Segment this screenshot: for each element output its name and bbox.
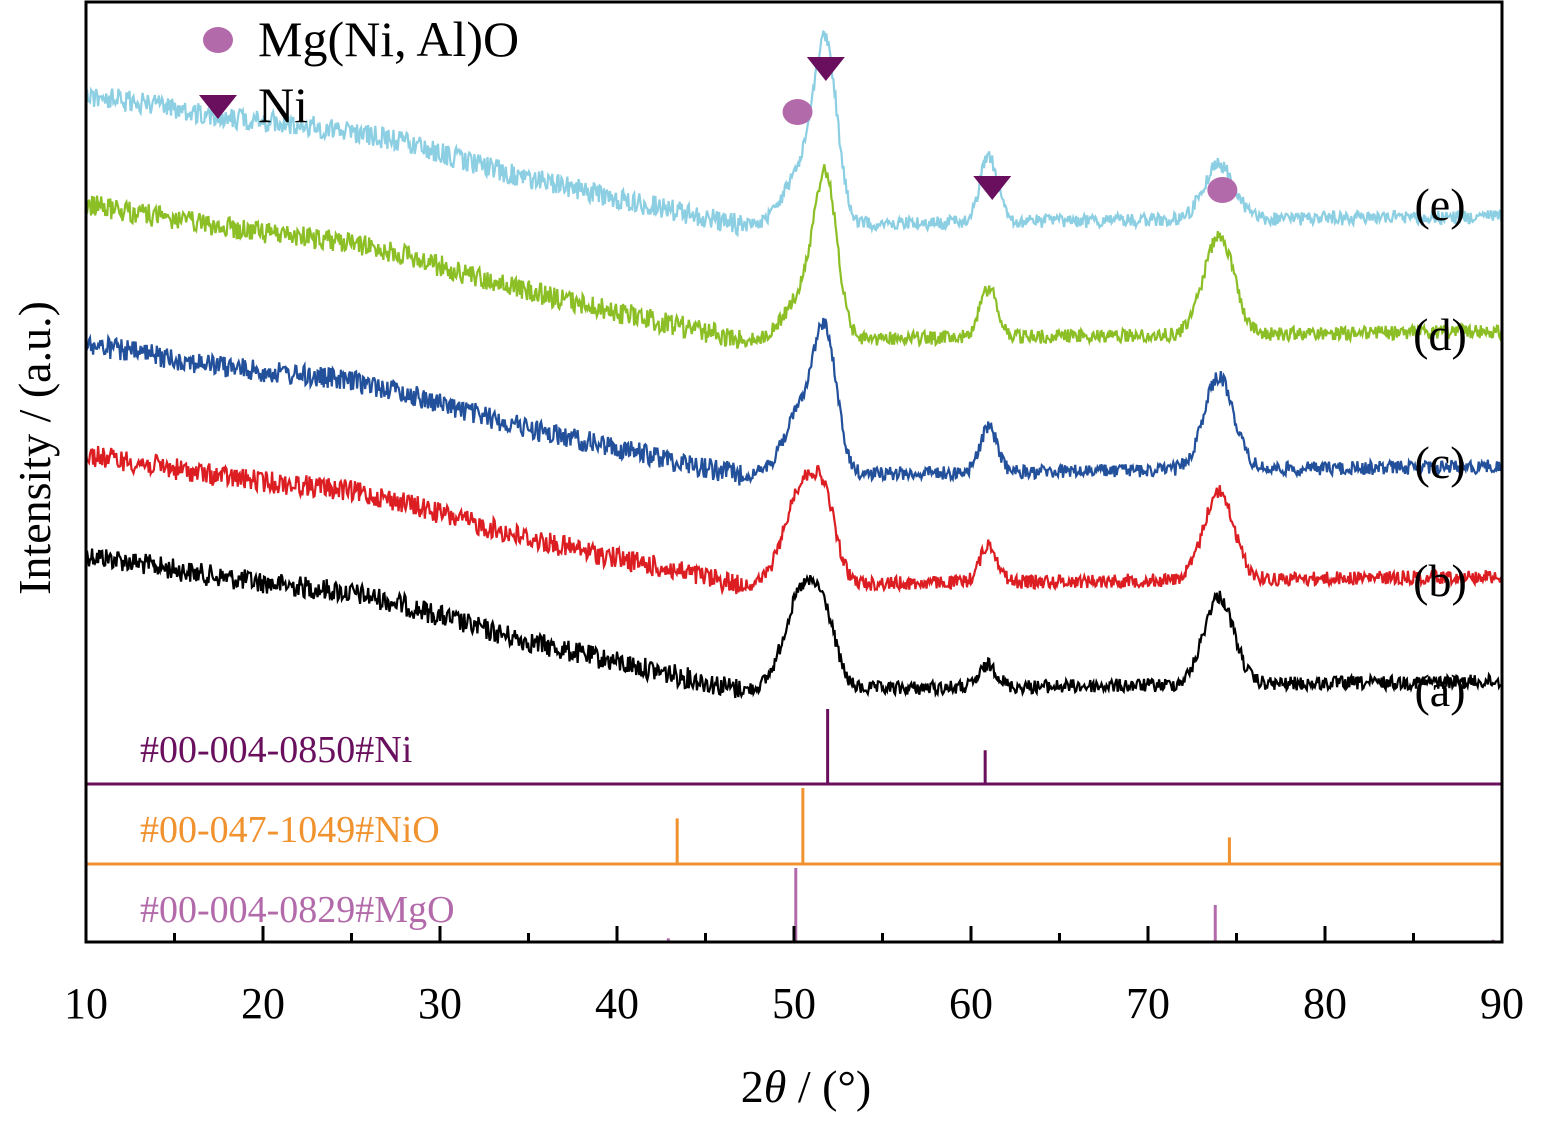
series-line (85, 317, 1504, 486)
y-axis-label: Intensity / (a.u.) (9, 301, 60, 595)
peak-markers-layer (782, 57, 1238, 203)
reference-label: #00-004-0829#MgO (140, 889, 455, 931)
series-label: (e) (1414, 179, 1465, 230)
series-label: (b) (1413, 555, 1467, 606)
x-axis: 10 20 30 40 50 60 70 80 90 (64, 926, 1524, 1028)
x-tick-label: 60 (949, 979, 993, 1028)
series-label: (c) (1414, 437, 1465, 488)
plot-frame (84, 0, 1504, 944)
series-line (84, 29, 1504, 238)
series-line (84, 446, 1503, 596)
legend-triangle-icon (199, 95, 237, 119)
x-axis-label: 2θ / (°) (741, 1061, 871, 1112)
circle-marker-icon (1207, 177, 1238, 203)
legend-circle-icon (203, 27, 233, 53)
legend: Mg(Ni, Al)O Ni (199, 11, 519, 133)
series-label: (d) (1413, 309, 1467, 360)
reference-label: #00-004-0850#Ni (140, 729, 412, 771)
x-tick-label: 50 (772, 979, 816, 1028)
circle-marker-icon (782, 99, 813, 125)
x-tick-label: 20 (241, 979, 285, 1028)
x-tick-label: 40 (595, 979, 639, 1028)
reference-patterns-layer: #00-004-0850#Ni #00-047-1049#NiO #00-004-0… (86, 709, 1502, 942)
series-line (84, 548, 1503, 700)
series-layer: (a) (b) (c) (d) (e) (84, 29, 1504, 716)
x-tick-label: 90 (1480, 979, 1524, 1028)
legend-label: Ni (258, 77, 308, 133)
triangle-marker-icon (973, 176, 1012, 200)
legend-label: Mg(Ni, Al)O (258, 11, 519, 67)
reference-label: #00-047-1049#NiO (140, 809, 440, 851)
x-tick-label: 70 (1126, 979, 1170, 1028)
x-tick-label: 30 (418, 979, 462, 1028)
x-tick-label: 80 (1303, 979, 1347, 1028)
triangle-marker-icon (806, 57, 845, 81)
series-line (84, 164, 1503, 349)
x-tick-label: 10 (64, 979, 108, 1028)
series-label: (a) (1414, 665, 1465, 716)
